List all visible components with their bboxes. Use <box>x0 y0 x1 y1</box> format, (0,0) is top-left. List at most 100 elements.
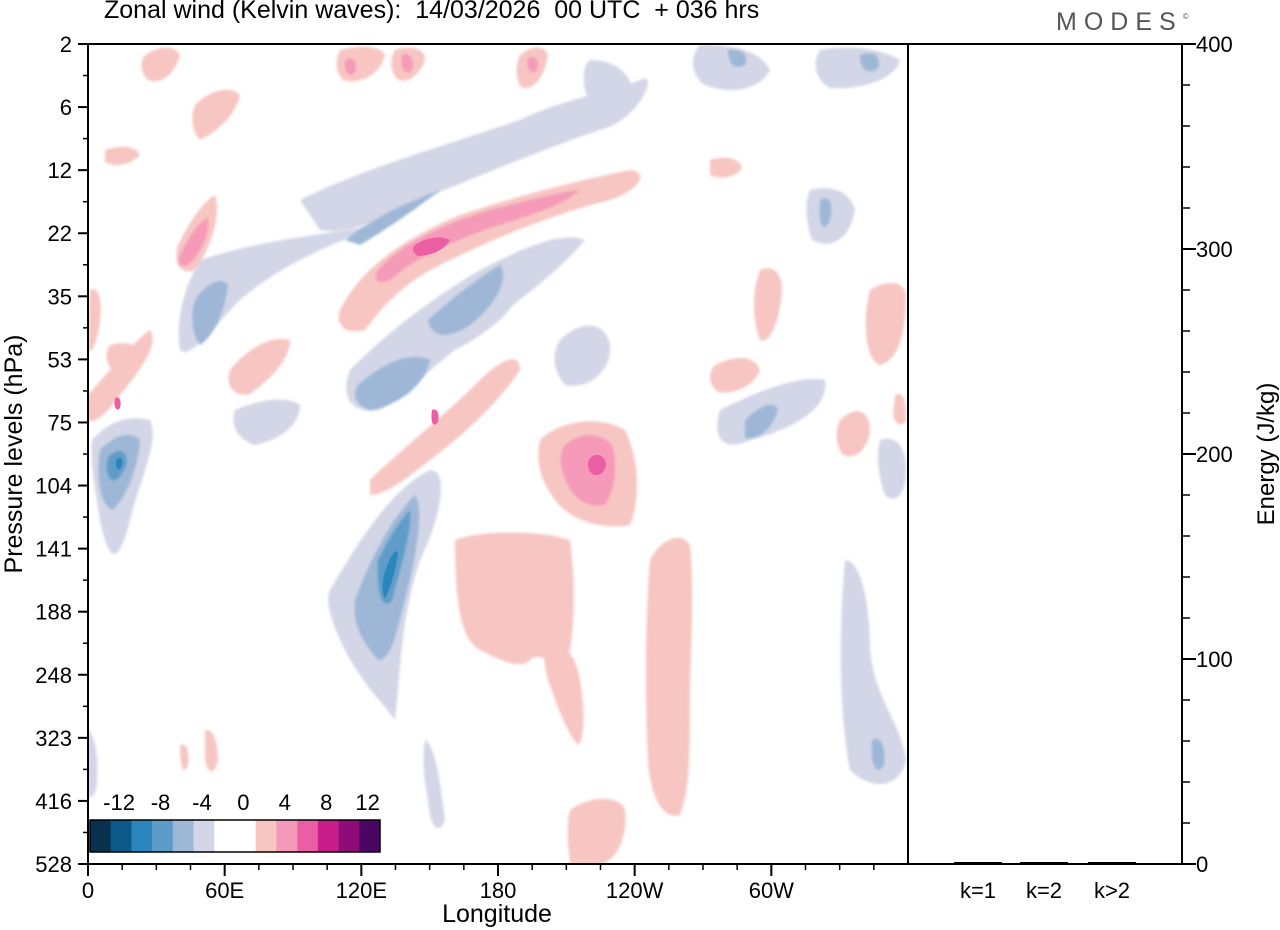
colorbar-swatch <box>131 820 153 852</box>
y-tick-label: 12 <box>48 158 72 183</box>
neg-bottom-mid <box>423 740 445 829</box>
energy-plot-frame <box>907 43 1183 865</box>
pos-box <box>455 532 574 665</box>
neg-right-column <box>840 560 906 784</box>
y-axis-label: Pressure levels (hPa) <box>0 335 28 574</box>
pos-core-upperleft <box>178 218 209 266</box>
y-tick-label: 53 <box>48 347 72 372</box>
pos-right-top <box>710 157 742 178</box>
y-tick-label: 248 <box>35 663 72 688</box>
pos-lower-small2 <box>180 744 189 770</box>
pos-right-upper <box>754 268 782 341</box>
pos-right-lower <box>836 411 870 457</box>
neg-core-left <box>192 280 228 345</box>
y-tick-label: 6 <box>60 95 72 120</box>
energy-axis-label: Energy (J/kg) <box>1253 383 1280 526</box>
pos-mid-left <box>106 343 145 372</box>
neg-extreme-plume <box>382 551 398 598</box>
energy-bar <box>1020 862 1068 864</box>
neg-core-mid2 <box>428 265 504 335</box>
x-tick-label: 60E <box>205 878 244 903</box>
y-tick-label: 528 <box>35 852 72 877</box>
neg-core-mid <box>355 356 430 410</box>
y-tick-label: 75 <box>48 410 72 435</box>
neg-top-right <box>815 47 900 89</box>
pos-left-band <box>192 89 240 140</box>
colorbar-swatch <box>297 820 319 852</box>
pos-peak-band <box>413 237 450 256</box>
colorbar-swatch <box>359 820 381 852</box>
pos-tail <box>544 640 584 745</box>
pos-right-mid <box>893 394 906 425</box>
neg-top-mid <box>693 44 770 90</box>
pos-column-right <box>645 537 693 816</box>
pos-core-band <box>375 190 580 282</box>
neg-core-bottomright <box>871 738 885 770</box>
colorbar-swatch <box>255 820 277 852</box>
energy-bars <box>954 862 1136 864</box>
colorbar-label: 4 <box>279 790 291 815</box>
energy-tick-label: 300 <box>1196 237 1233 262</box>
pos-top-2 <box>336 46 385 82</box>
energy-bar <box>954 862 1002 864</box>
pos-lower-small <box>205 729 218 772</box>
k-label: k>2 <box>1094 878 1130 903</box>
pos-core-top3 <box>527 57 538 73</box>
y-tick-label: 2 <box>60 32 72 57</box>
y-tick-label: 416 <box>35 789 72 814</box>
neg-core-topright <box>860 53 879 72</box>
pos-left-top <box>105 146 140 166</box>
colorbar-label: -12 <box>103 790 135 815</box>
energy-tick-label: 200 <box>1196 442 1233 467</box>
neg-top-center <box>583 60 633 114</box>
x-tick-label: 0 <box>82 878 94 903</box>
colorbar-swatch <box>110 820 132 852</box>
neg-right-mid <box>877 438 906 499</box>
pos-midlow-left <box>228 338 290 395</box>
y-tick-label: 141 <box>35 537 72 562</box>
pos-right-blob <box>865 283 906 365</box>
colorbar-frame <box>89 819 381 853</box>
pos-core-blob <box>560 435 616 506</box>
modes-logo: MODES© <box>1056 8 1189 36</box>
x-tick-label: 180 <box>480 878 517 903</box>
colorbar-label: -8 <box>151 790 171 815</box>
neg-core-top <box>728 49 747 67</box>
pos-column-left <box>88 289 101 351</box>
neg-band-long <box>178 225 380 352</box>
longitude-axis: 0 60E 120E 180 120W 60W <box>82 864 875 903</box>
pos-band-main <box>338 170 641 332</box>
neg-core-right <box>745 404 778 439</box>
pos-core-top2 <box>401 54 413 73</box>
colorbar: -12 -8 -4 0 4 8 12 <box>89 790 381 853</box>
neg-blob-center <box>554 325 611 386</box>
pos-core-top1 <box>344 58 356 75</box>
pos-mid-band <box>370 359 520 495</box>
pos-peak-small <box>431 409 439 425</box>
k-label: k=2 <box>1026 878 1062 903</box>
pos-bottom-center <box>567 798 626 864</box>
y-tick-label: 35 <box>48 284 72 309</box>
energy-axis: 0 100 200 300 400 <box>1182 32 1233 877</box>
colorbar-swatch <box>276 820 298 852</box>
neg-right-upper <box>806 188 855 244</box>
colorbar-label: 12 <box>355 790 379 815</box>
pos-mid-right-blob <box>710 358 760 393</box>
y-tick-label: 188 <box>35 600 72 625</box>
colorbar-swatch <box>90 820 112 852</box>
y-tick-label: 22 <box>48 221 72 246</box>
colorbar-swatch <box>317 820 339 852</box>
colorbar-swatch <box>235 820 257 852</box>
neg-band-upper <box>300 78 648 231</box>
energy-tick-label: 400 <box>1196 32 1233 57</box>
pos-peak-small2 <box>114 397 121 410</box>
energy-bar <box>1088 862 1136 864</box>
colorbar-swatch <box>172 820 194 852</box>
wind-contours <box>88 44 906 864</box>
x-tick-label: 120W <box>606 878 664 903</box>
pos-top-1 <box>141 47 180 82</box>
x-tick-label: 60W <box>749 878 794 903</box>
k-label: k=1 <box>960 878 996 903</box>
colorbar-label: 8 <box>320 790 332 815</box>
